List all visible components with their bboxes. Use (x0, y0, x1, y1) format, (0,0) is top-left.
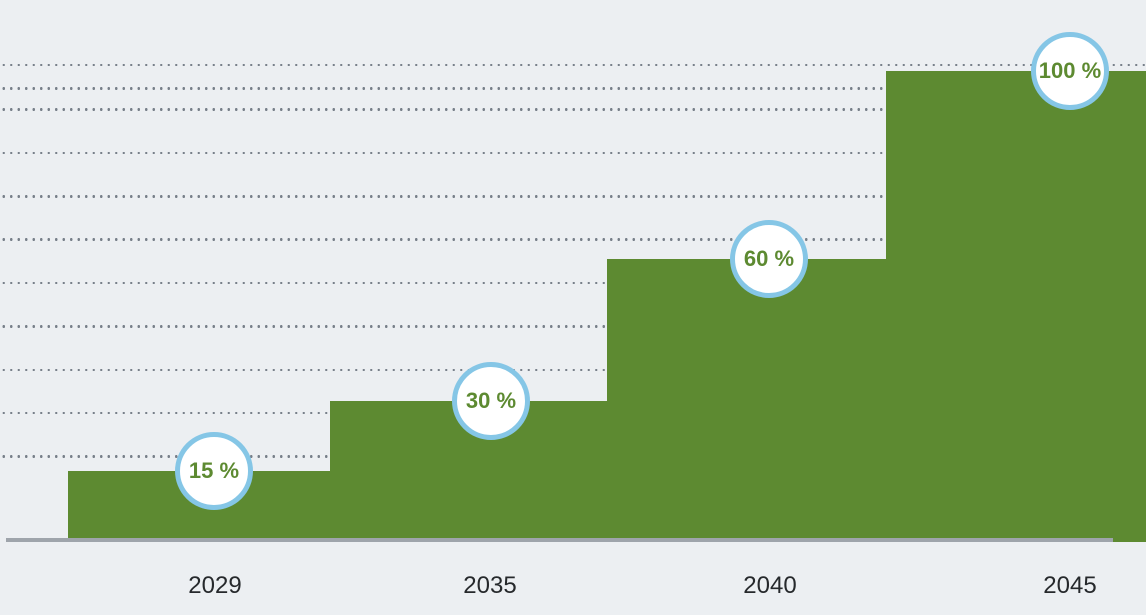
x-axis-line (6, 538, 1113, 542)
x-tick-label: 2035 (463, 572, 516, 600)
value-badge: 30 % (452, 362, 530, 440)
x-tick-label: 2040 (743, 572, 796, 600)
value-badge: 60 % (730, 220, 808, 298)
step-segment (607, 259, 886, 542)
step-segment (886, 71, 1146, 542)
value-badge: 15 % (175, 432, 253, 510)
value-badge-label: 60 % (744, 246, 794, 272)
x-tick-label: 2029 (188, 572, 241, 600)
plot-area: 15 % 30 % 60 % 100 % (0, 0, 1146, 542)
x-tick-label: 2045 (1043, 572, 1096, 600)
gridline (0, 64, 1146, 67)
value-badge-label: 100 % (1039, 58, 1101, 84)
step-chart: 15 % 30 % 60 % 100 % 2029 2035 2040 2045 (0, 0, 1146, 615)
value-badge-label: 15 % (189, 458, 239, 484)
value-badge-label: 30 % (466, 388, 516, 414)
value-badge: 100 % (1031, 32, 1109, 110)
